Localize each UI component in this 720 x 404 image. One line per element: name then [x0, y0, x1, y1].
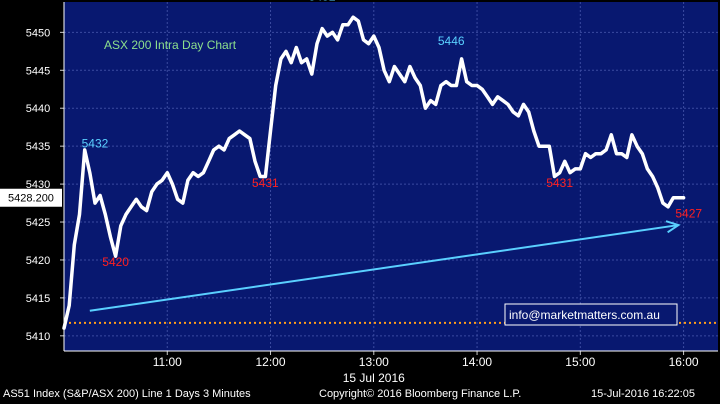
price-line — [62, 15, 686, 330]
x-tick-label: 15:00 — [565, 355, 595, 369]
y-tick-label: 5420 — [26, 255, 50, 267]
email-box — [504, 303, 678, 326]
current-value-tag: 5428.200 — [8, 193, 54, 205]
y-tick-label: 5440 — [26, 103, 50, 115]
plot-background — [64, 2, 718, 351]
x-tick-label: 13:00 — [359, 355, 389, 369]
y-tick-label: 5445 — [26, 65, 50, 77]
price-annotation: 5446 — [438, 34, 465, 48]
x-tick-label: 12:00 — [256, 355, 286, 369]
y-tick-label: 5450 — [26, 27, 50, 39]
price-annotation: 5431 — [252, 176, 279, 190]
footer-copyright: Copyright© 2016 Bloomberg Finance L.P. — [319, 388, 522, 400]
y-tick-label: 5410 — [26, 331, 50, 343]
trend-arrow-head — [665, 220, 681, 234]
footer-timestamp: 15-Jul-2016 16:22:05 — [591, 388, 695, 400]
x-tick-label: 14:00 — [462, 355, 492, 369]
email-label: info@marketmatters.com.au — [509, 308, 660, 322]
x-tick-label: 11:00 — [153, 355, 182, 369]
price-annotation: 5420 — [102, 255, 129, 269]
footer-series-info: AS51 Index (S&P/ASX 200) Line 1 Days 3 M… — [3, 388, 251, 400]
x-tick-label: 16:00 — [669, 355, 699, 369]
status-bar: AS51 Index (S&P/ASX 200) Line 1 Days 3 M… — [0, 385, 720, 404]
intraday-line-chart: 5410 5415 5420 5425 5430 5435 5440 5445 5450 11:0… — [0, 0, 718, 385]
price-annotation: 5452 — [309, 0, 336, 3]
chart-title: ASX 200 Intra Day Chart — [104, 38, 237, 52]
y-tick-label: 5435 — [26, 141, 50, 153]
y-tick-label: 5430 — [26, 179, 50, 191]
y-tick-label: 5415 — [26, 293, 50, 305]
x-date-label: 15 Jul 2016 — [343, 371, 405, 385]
y-tick-label: 5425 — [26, 217, 50, 229]
price-annotation: 5431 — [546, 176, 573, 190]
price-annotation: 5432 — [82, 137, 109, 151]
price-annotation: 5427 — [675, 206, 702, 220]
trend-arrow-line — [89, 224, 679, 312]
current-value-tag-bg — [0, 188, 62, 207]
